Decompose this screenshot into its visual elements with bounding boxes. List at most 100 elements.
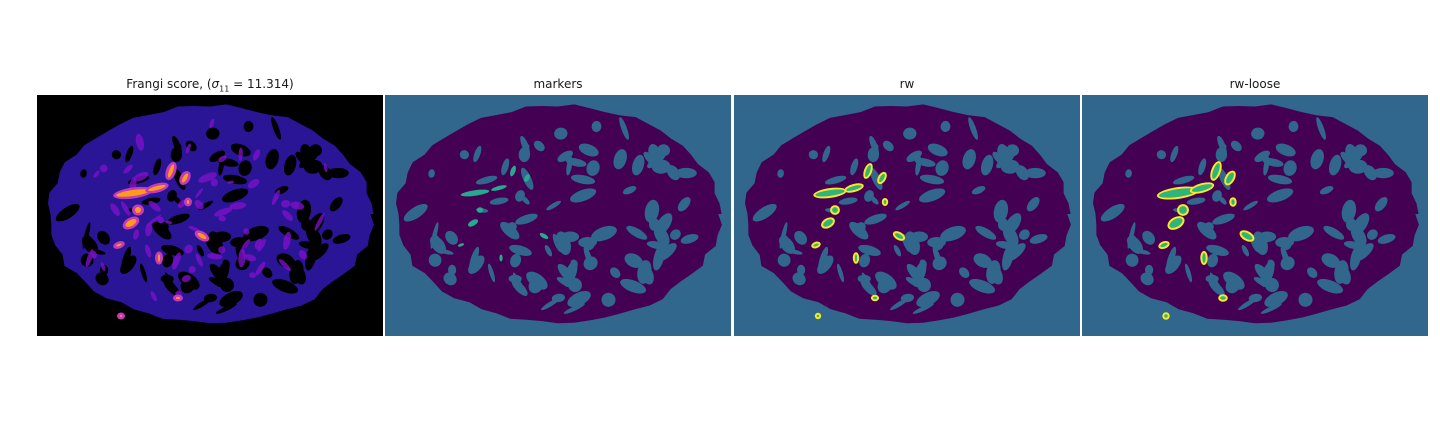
frangi-vessel <box>120 315 122 317</box>
rw-loose-hole <box>1280 246 1291 268</box>
markers-hole <box>601 292 616 307</box>
rw-hole <box>903 127 917 140</box>
frangi-ridge <box>209 118 215 129</box>
rw-loose-hole <box>1264 290 1288 308</box>
markers-hole <box>620 278 647 294</box>
frangi-ridge <box>238 248 246 268</box>
rw-loose-hole <box>1307 267 1318 279</box>
rw-hole <box>838 197 858 205</box>
frangi-hole <box>162 253 174 268</box>
rw-hole <box>794 230 807 245</box>
rw-hole <box>864 190 874 202</box>
rw-loose-hole <box>1202 222 1214 234</box>
frangi-vessel <box>187 200 189 204</box>
marker-seed <box>467 219 479 227</box>
frangi-ridge <box>214 207 233 217</box>
markers-hole <box>670 229 681 240</box>
rw-loose-hole <box>1212 190 1222 202</box>
frangi-hole <box>215 303 237 314</box>
frangi-ridge <box>241 239 251 250</box>
markers-hole <box>631 154 645 176</box>
markers-hole <box>515 213 538 225</box>
rw-hole <box>808 150 819 160</box>
rw-hole <box>918 188 946 203</box>
frangi-hole <box>298 241 318 250</box>
rw-loose-hole <box>1251 127 1265 140</box>
rw-loose-hole <box>1266 188 1294 203</box>
markers-hole <box>578 143 599 157</box>
frangi-vessel <box>158 254 160 262</box>
frangi-vessel <box>116 189 150 197</box>
frangi-ridge <box>100 262 106 271</box>
rw-hole <box>858 244 881 256</box>
markers-hole <box>653 225 670 247</box>
frangi-hole <box>271 117 281 140</box>
rw-hole <box>1029 233 1048 244</box>
rw-hole <box>1005 243 1026 262</box>
marker-seed <box>491 185 507 191</box>
markers-hole <box>586 160 600 176</box>
rw-hole <box>854 222 866 234</box>
markers-hole <box>434 234 441 246</box>
rw-loose-hole <box>1100 203 1125 222</box>
frangi-hole <box>95 272 109 286</box>
rw-hole <box>915 156 922 176</box>
frangi-ridge <box>85 249 94 268</box>
markers-hole <box>469 246 480 272</box>
markers-hole <box>619 117 629 140</box>
rw-segment <box>816 314 820 318</box>
rw-loose-hole <box>1328 154 1342 176</box>
frangi-ridge <box>93 170 100 178</box>
frangi-ridge <box>133 171 149 182</box>
markers-hole <box>510 253 522 268</box>
marker-seed <box>460 189 490 197</box>
markers-hole <box>487 263 496 283</box>
frangi-ridge <box>133 229 140 240</box>
frangi-hole <box>157 222 169 234</box>
rw-hole <box>850 158 859 176</box>
markers-hole <box>403 203 428 222</box>
frangi-ridge <box>188 225 200 232</box>
frangi-hole <box>163 279 180 296</box>
frangi-hole <box>86 234 93 246</box>
markers-hole <box>541 297 560 311</box>
rw-hole <box>962 149 976 170</box>
frangi-hole <box>332 233 351 244</box>
markers-hole <box>518 147 531 163</box>
rw-loose-hole <box>1316 117 1326 140</box>
markers-hole <box>646 241 666 250</box>
rw-loose-hole <box>1263 156 1270 176</box>
rw-hole <box>935 160 949 176</box>
markers-hole <box>591 120 602 133</box>
markers-hole <box>675 167 697 179</box>
marker-seed <box>524 174 530 182</box>
frangi-hole <box>220 277 234 293</box>
frangi-hole <box>167 213 190 225</box>
rw-hole <box>993 199 1009 223</box>
rw-loose-segment <box>1179 206 1187 214</box>
rw-hole <box>752 203 777 222</box>
rw-loose-hole <box>1275 143 1296 157</box>
frangi-vessel <box>135 207 141 213</box>
frangi-ridge <box>290 201 305 210</box>
frangi-hole <box>243 120 254 133</box>
markers-hole <box>626 225 648 240</box>
frangi-hole <box>219 290 243 308</box>
markers-image <box>385 95 731 336</box>
rw-hole <box>777 253 791 267</box>
rw-segment <box>879 173 885 183</box>
rw-loose-image <box>1082 95 1428 336</box>
markers-hole <box>473 145 482 163</box>
frangi-hole <box>265 149 279 170</box>
frangi-ridge <box>135 133 145 151</box>
rw-hole <box>824 175 847 185</box>
frangi-hole <box>283 154 297 176</box>
frangi-score-title: Frangi score, (σ11 = 11.314) <box>126 77 294 94</box>
rw-loose-hole <box>1334 260 1349 284</box>
frangi-hole <box>125 145 134 163</box>
rw-hole <box>864 213 887 225</box>
rw-segment <box>883 199 887 205</box>
rw-hole <box>995 241 1015 250</box>
markers-hole <box>560 231 580 243</box>
rw-loose-segment <box>1191 184 1213 192</box>
